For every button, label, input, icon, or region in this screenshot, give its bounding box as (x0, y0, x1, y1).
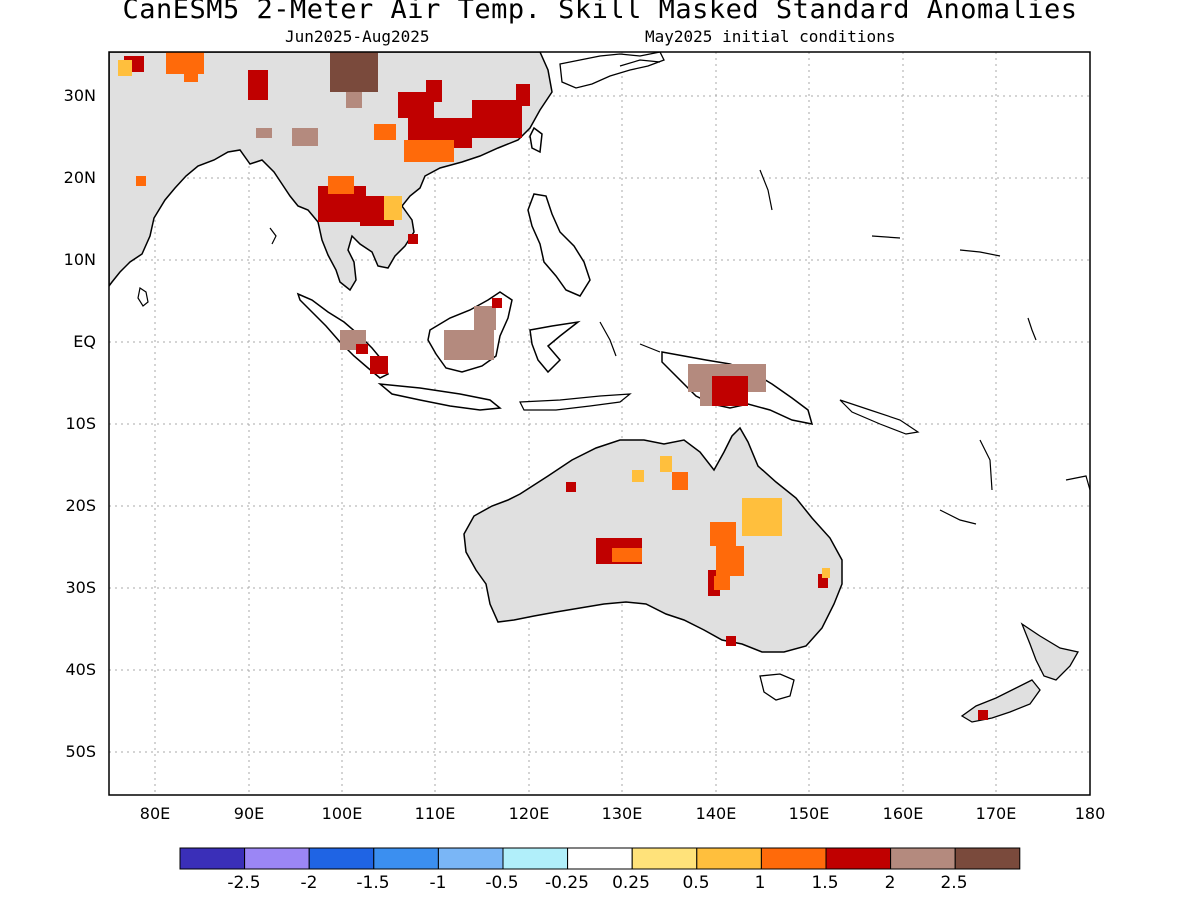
japan-land (559, 52, 665, 89)
lat-label-10s: 10S (65, 414, 96, 433)
lon-label-130e: 130E (601, 804, 643, 823)
lat-label-30s: 30S (65, 578, 96, 597)
lat-label-20s: 20S (65, 496, 96, 515)
map-title: CanESM5 2-Meter Air Temp. Skill Masked S… (122, 0, 1078, 25)
colorbar-swatch (954, 847, 1021, 870)
colorbar-label: 2 (884, 873, 896, 893)
timor-land (519, 393, 632, 411)
colorbar (179, 847, 1021, 870)
lat-label-20n: 20N (63, 168, 96, 187)
lat-label-40s: 40S (65, 660, 96, 679)
new-zealand-south (960, 679, 1041, 723)
solomon-islands (839, 399, 920, 435)
anomaly-orange-red-patches (136, 52, 744, 590)
lon-label-120e: 120E (508, 804, 550, 823)
lat-label-50s: 50S (65, 742, 96, 761)
colorbar-swatch (502, 847, 569, 870)
lon-label-90e: 90E (233, 804, 265, 823)
colorbar-label: -1.5 (356, 873, 390, 893)
colorbar-swatch (373, 847, 439, 870)
graticule (109, 52, 1090, 795)
colorbar-swatch (760, 847, 827, 870)
colorbar-label: 1 (754, 873, 766, 893)
lon-label-180: 180 (1074, 804, 1106, 823)
lat-label-eq: EQ (73, 332, 96, 351)
colorbar-label: 0.5 (682, 873, 710, 893)
colorbar-label: 2.5 (940, 873, 968, 893)
colorbar-label: -2.5 (227, 873, 261, 893)
colorbar-label: 0.25 (612, 873, 650, 893)
colorbar-swatch (308, 847, 375, 870)
initial-conditions: May2025 initial conditions (645, 27, 896, 46)
lat-label-30n: 30N (63, 86, 96, 105)
anomaly-brown-patches (256, 52, 766, 406)
colorbar-swatch (244, 847, 310, 870)
colorbar-swatch (890, 847, 956, 870)
valid-period: Jun2025-Aug2025 (285, 27, 430, 46)
colorbar-label: -0.25 (545, 873, 589, 893)
new-zealand-north (1020, 622, 1080, 681)
lon-label-170e: 170E (975, 804, 1017, 823)
lat-label-10n: 10N (63, 250, 96, 269)
plot-frame (108, 51, 1091, 796)
island-coastlines (269, 59, 1090, 525)
sri-lanka (137, 287, 149, 307)
colorbar-label: -0.5 (485, 873, 519, 893)
colorbar-label: -2 (300, 873, 318, 893)
colorbar-swatch (179, 847, 246, 870)
colorbar-swatch (437, 847, 504, 870)
australia-land (463, 426, 843, 653)
colorbar-swatch (696, 847, 762, 870)
colorbar-label: -1 (429, 873, 447, 893)
anomaly-yellow-patches (118, 60, 830, 578)
colorbar-swatch (825, 847, 892, 870)
lon-label-140e: 140E (695, 804, 737, 823)
lon-label-80e: 80E (139, 804, 171, 823)
tasmania-land (759, 673, 795, 701)
sulawesi-land (529, 320, 581, 374)
philippines-land (527, 193, 591, 297)
asia-land (109, 52, 553, 292)
lon-label-100e: 100E (321, 804, 363, 823)
lon-label-160e: 160E (882, 804, 924, 823)
colorbar-swatch (631, 847, 698, 870)
colorbar-label: 1.5 (811, 873, 839, 893)
java-land (377, 383, 502, 411)
colorbar-swatch (567, 847, 633, 870)
lon-label-150e: 150E (788, 804, 830, 823)
taiwan-land (529, 126, 543, 154)
lon-label-110e: 110E (414, 804, 456, 823)
